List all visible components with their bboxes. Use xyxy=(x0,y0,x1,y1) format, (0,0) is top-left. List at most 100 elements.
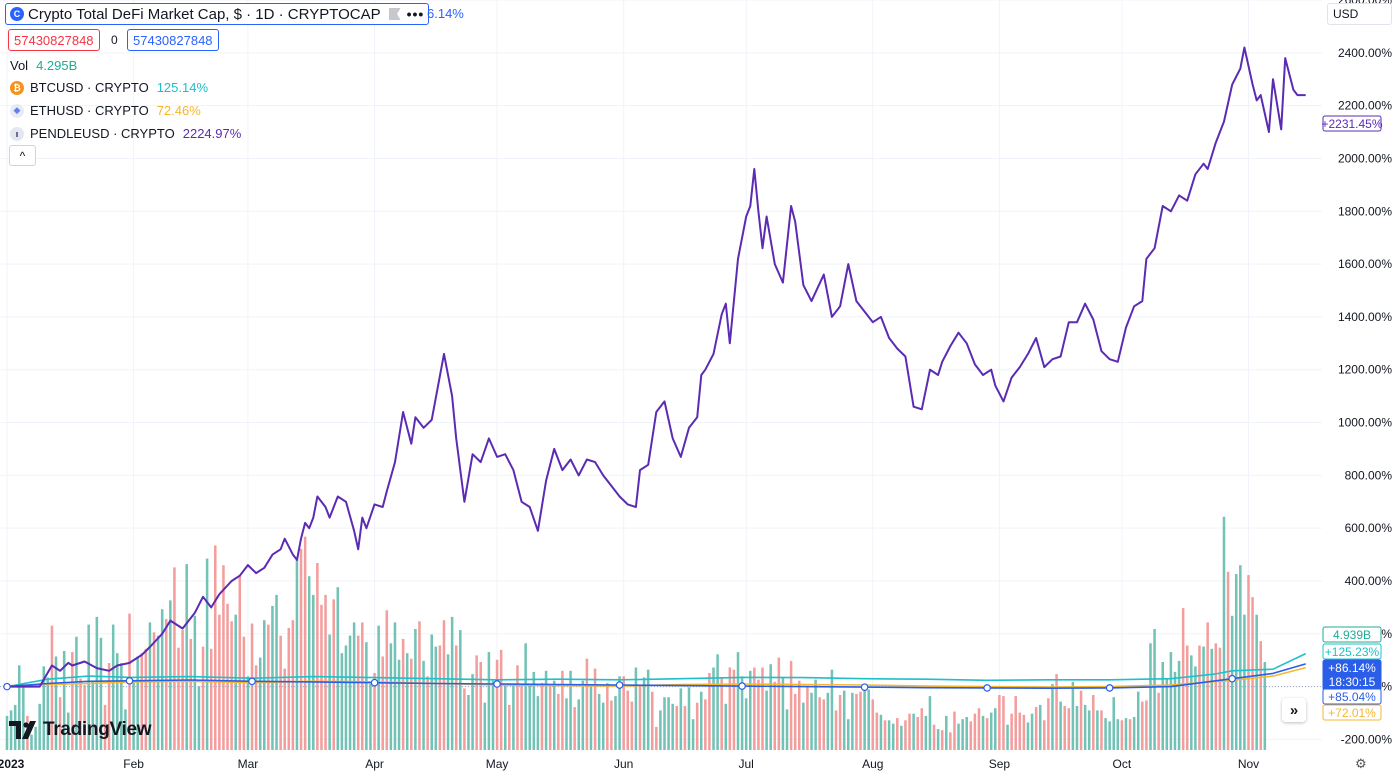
volume-bar xyxy=(695,702,699,750)
volume-bar xyxy=(1145,700,1148,750)
volume-bar xyxy=(13,704,17,750)
currency-select[interactable]: USD xyxy=(1327,3,1392,25)
volume-bar xyxy=(1222,516,1226,750)
volume-bar xyxy=(410,658,413,750)
gear-icon[interactable]: ⚙ xyxy=(1355,756,1367,771)
volume-bar xyxy=(434,646,438,750)
volume-bar xyxy=(495,659,499,750)
series-marker xyxy=(370,678,379,687)
volume-bar xyxy=(1002,696,1005,750)
volume-bar xyxy=(646,669,650,750)
volume-bar xyxy=(953,711,956,750)
y-tick-label: 2400.00% xyxy=(1338,46,1392,60)
legend-symbol-btc[interactable]: ₿ BTCUSD · CRYPTO 125.14% xyxy=(10,80,208,95)
volume-bar xyxy=(389,643,393,750)
legend-collapse-button[interactable]: ^ xyxy=(9,145,36,166)
volume-bar xyxy=(802,702,805,750)
volume-bar xyxy=(356,635,360,750)
volume-bar xyxy=(642,677,646,750)
volume-bar xyxy=(438,645,442,750)
scroll-to-realtime-button[interactable]: » xyxy=(1282,698,1306,722)
volume-bar xyxy=(753,667,756,750)
tradingview-logo: TradingView xyxy=(9,719,152,741)
volume-bar xyxy=(397,659,401,750)
price-labels: +2231.45%4.939B+125.23%+86.14%18:30:15+8… xyxy=(1321,115,1383,721)
tradingview-wordmark: TradingView xyxy=(43,719,152,740)
volume-bar xyxy=(418,621,421,750)
volume-bar xyxy=(834,710,838,750)
volume-bar xyxy=(197,686,201,750)
volume-bar xyxy=(1026,722,1030,750)
symbol-title[interactable]: C Crypto Total DeFi Market Cap, $ · 1D ·… xyxy=(5,3,430,25)
volume-bar xyxy=(246,676,250,750)
volume-bar xyxy=(463,688,466,750)
volume-bar xyxy=(867,689,870,750)
legend-symbol-pendle[interactable]: ı PENDLEUSD · CRYPTO 2224.97% xyxy=(10,126,241,141)
volume-bar xyxy=(1132,717,1136,750)
price-label-text: 4.939B xyxy=(1333,628,1371,642)
volume-bar xyxy=(1230,615,1234,750)
volume-bar xyxy=(377,625,380,750)
volume-bar xyxy=(761,667,764,750)
volume-bar xyxy=(883,720,887,750)
volume-bar xyxy=(381,656,384,750)
volume-bar xyxy=(71,652,74,750)
volume-bar xyxy=(83,685,86,750)
volume-bar xyxy=(62,651,66,750)
volume-bar xyxy=(1157,692,1160,750)
volume-bar xyxy=(189,638,193,750)
legend-volume[interactable]: Vol 4.295B xyxy=(10,58,77,73)
volume-bar xyxy=(1226,571,1230,750)
volume-bar xyxy=(365,642,368,750)
volume-bar xyxy=(965,717,968,750)
price-label: 4.939B xyxy=(1322,626,1382,643)
volume-bar xyxy=(132,680,135,750)
more-icon[interactable]: ••• xyxy=(406,6,425,22)
volume-bar xyxy=(1014,696,1017,750)
volume-bar xyxy=(483,702,487,750)
volume-bar xyxy=(1185,645,1189,750)
volume-bar xyxy=(303,536,307,750)
volume-bar xyxy=(765,690,768,750)
volume-bar xyxy=(209,648,213,750)
volume-bar xyxy=(1030,713,1034,750)
volume-bar xyxy=(1063,706,1066,750)
volume-bar xyxy=(1136,691,1140,750)
volume-bar xyxy=(981,715,985,750)
volume-bar xyxy=(732,669,736,750)
volume-bar xyxy=(1202,646,1205,750)
volume-bar xyxy=(1161,662,1164,750)
legend-symbol-name: PENDLEUSD · CRYPTO xyxy=(30,126,175,141)
symbol-title-text: Crypto Total DeFi Market Cap, $ · 1D · C… xyxy=(28,5,381,23)
volume-bar xyxy=(340,653,344,750)
tradingview-logo-icon xyxy=(9,721,36,739)
volume-bar xyxy=(675,706,679,750)
volume-bar xyxy=(152,632,156,750)
volume-bar xyxy=(1243,614,1246,750)
volume-bar xyxy=(998,695,1001,750)
volume-bar xyxy=(487,652,491,750)
volume-bar xyxy=(557,693,560,750)
flag-icon[interactable] xyxy=(388,8,401,20)
legend-symbol-eth[interactable]: ◆ ETHUSD · CRYPTO 72.46% xyxy=(10,103,201,118)
volume-bar xyxy=(1006,724,1009,750)
volume-bar xyxy=(454,645,458,750)
volume-bar xyxy=(103,704,107,750)
volume-bar xyxy=(793,693,797,750)
bitcoin-icon: ₿ xyxy=(10,80,24,95)
price-label-countdown: 18:30:15 xyxy=(1329,675,1376,689)
volume-bar xyxy=(720,677,723,750)
volume-bar xyxy=(393,622,397,750)
volume-bar xyxy=(1128,719,1132,750)
x-tick-label: Sep xyxy=(989,757,1011,771)
volume-bar xyxy=(552,680,556,750)
series-line xyxy=(6,663,1306,690)
price-label: +2231.45% xyxy=(1321,115,1383,132)
volume-bar xyxy=(169,600,172,750)
volume-bar xyxy=(1071,681,1075,750)
volume-bar xyxy=(904,720,907,750)
volume-bar xyxy=(581,680,585,750)
volume-bar xyxy=(230,621,233,750)
